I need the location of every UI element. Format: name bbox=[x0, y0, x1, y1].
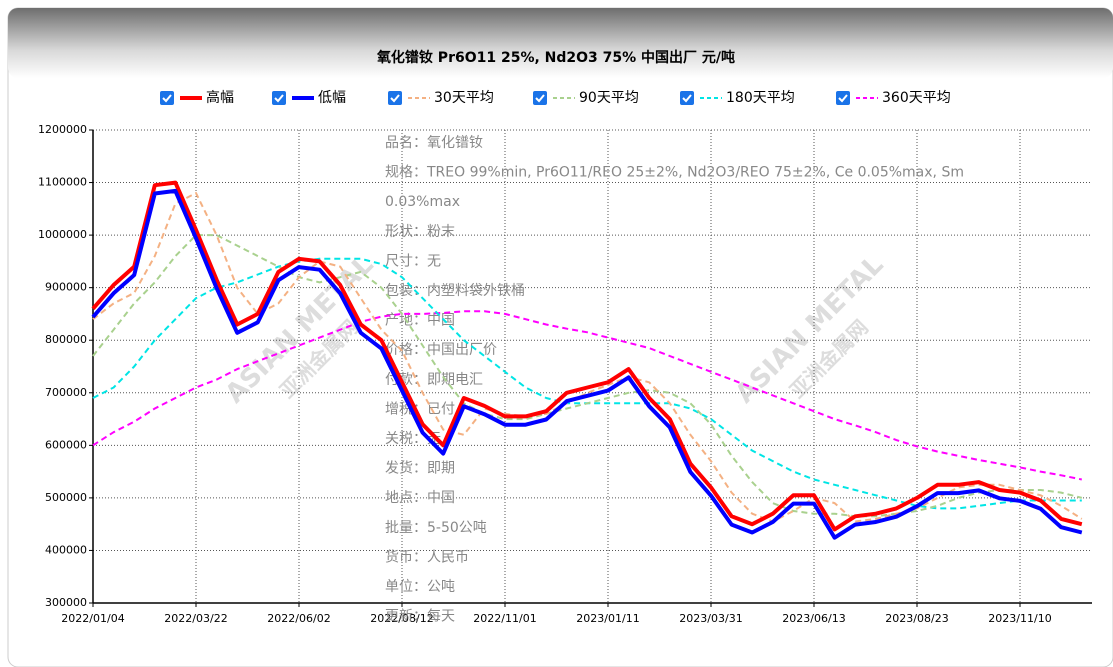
y-tick-label: 900000 bbox=[45, 281, 87, 294]
info-text: 货币：人民币 bbox=[385, 548, 469, 565]
y-tick-label: 400000 bbox=[45, 543, 87, 556]
x-tick-label: 2022/11/01 bbox=[473, 612, 536, 625]
info-text: 包装：内塑料袋外铁桶 bbox=[385, 283, 525, 299]
legend-label: 低幅 bbox=[318, 90, 346, 106]
legend-check[interactable] bbox=[535, 94, 545, 103]
legend-check[interactable] bbox=[682, 94, 692, 103]
legend-label: 高幅 bbox=[206, 89, 234, 106]
y-tick-label: 1200000 bbox=[38, 123, 87, 136]
y-tick-label: 1100000 bbox=[38, 176, 87, 189]
legend-checkbox[interactable] bbox=[836, 91, 850, 105]
legend-label: 30天平均 bbox=[434, 90, 494, 106]
legend-checkbox[interactable] bbox=[388, 91, 402, 105]
legend-check[interactable] bbox=[838, 94, 848, 103]
header bbox=[8, 8, 1113, 78]
series-line bbox=[92, 310, 1082, 481]
legend-checkbox[interactable] bbox=[680, 91, 694, 105]
x-tick-label: 2022/01/04 bbox=[61, 612, 124, 625]
info-text: 单位：公吨 bbox=[385, 579, 455, 595]
legend-label: 180天平均 bbox=[726, 90, 795, 106]
info-text: 地点：中国 bbox=[385, 490, 455, 506]
series-line bbox=[91, 180, 1083, 532]
legend-check[interactable] bbox=[390, 94, 400, 103]
info-text: 更新：每天 bbox=[385, 609, 455, 625]
info-text: 增税：已付 bbox=[385, 401, 455, 417]
x-tick-label: 2023/06/13 bbox=[782, 612, 845, 625]
legend-checkbox[interactable] bbox=[533, 91, 547, 105]
legend-label: 90天平均 bbox=[579, 90, 639, 106]
info-text: 品名：氧化镨钕 bbox=[385, 135, 483, 151]
legend-label: 360天平均 bbox=[882, 90, 951, 106]
legend-check[interactable] bbox=[162, 94, 172, 103]
legend-check[interactable] bbox=[274, 94, 284, 103]
legend-checkbox[interactable] bbox=[160, 91, 174, 105]
legend-checkbox[interactable] bbox=[272, 91, 286, 105]
y-tick-label: 700000 bbox=[45, 386, 87, 399]
x-tick-label: 2022/08/12 bbox=[370, 612, 433, 625]
y-tick-label: 600000 bbox=[45, 438, 87, 451]
x-tick-label: 2022/06/02 bbox=[267, 612, 330, 625]
info-text: 尺寸：无 bbox=[385, 253, 441, 269]
chart-title: 氧化镨钕 Pr6O11 25%, Nd2O3 75% 中国出厂 元/吨 bbox=[376, 49, 735, 66]
series-line bbox=[91, 188, 1083, 540]
x-tick-label: 2022/03/22 bbox=[164, 612, 227, 625]
info-text: 发货：即期 bbox=[385, 460, 455, 477]
info-text: 价格：中国出厂价 bbox=[385, 342, 497, 358]
x-tick-label: 2023/08/23 bbox=[885, 612, 948, 625]
y-tick-label: 300000 bbox=[45, 596, 87, 609]
series-line bbox=[92, 234, 1083, 518]
info-text: 规格：TREO 99%min, Pr6O11/REO 25±2%, Nd2O3/… bbox=[385, 165, 964, 181]
y-tick-label: 800000 bbox=[45, 333, 87, 346]
info-text: 产地：中国 bbox=[385, 313, 455, 329]
x-tick-label: 2023/11/10 bbox=[988, 612, 1051, 625]
x-tick-label: 2023/01/11 bbox=[576, 612, 639, 625]
panel bbox=[7, 7, 1113, 667]
info-text: 形状：粉末 bbox=[385, 224, 455, 240]
info-text: 付款：即期电汇 bbox=[385, 372, 483, 388]
y-tick-label: 1000000 bbox=[38, 228, 87, 241]
info-text: 批量：5-50公吨 bbox=[385, 520, 487, 536]
x-tick-label: 2023/03/31 bbox=[679, 612, 742, 625]
y-tick-label: 500000 bbox=[45, 491, 87, 504]
info-text: 0.03%max bbox=[385, 194, 460, 210]
